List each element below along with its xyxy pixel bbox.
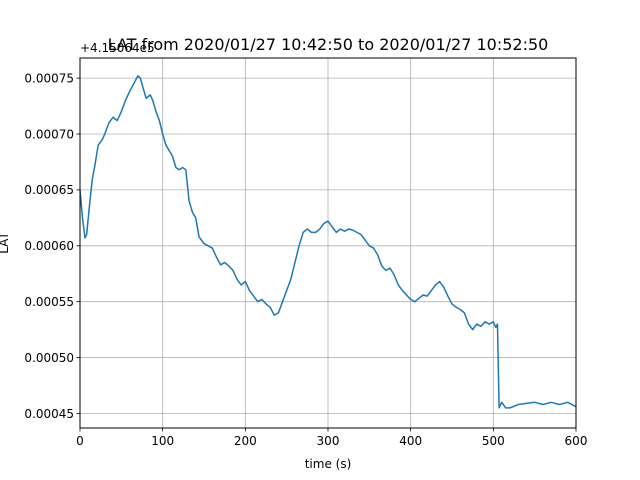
y-tick-label: 0.00075 <box>24 71 74 85</box>
y-tick-label: 0.00065 <box>24 183 74 197</box>
x-tick-label: 400 <box>399 434 422 448</box>
y-tick-label: 0.00060 <box>24 239 74 253</box>
y-axis-label: LAT <box>0 232 11 254</box>
y-tick-label: 0.00070 <box>24 127 74 141</box>
y-offset-text: +4.15064e5 <box>80 41 155 55</box>
x-tick-label: 0 <box>76 434 84 448</box>
x-tick-label: 500 <box>482 434 505 448</box>
x-tick-label: 100 <box>151 434 174 448</box>
x-tick-label: 600 <box>565 434 588 448</box>
y-tick-label: 0.00055 <box>24 295 74 309</box>
x-tick-label: 300 <box>317 434 340 448</box>
x-axis-ticks: 0 100 200 300 400 500 600 <box>76 428 587 448</box>
y-axis-ticks: 0.00045 0.00050 0.00055 0.00060 0.00065 0.000… <box>24 71 80 421</box>
chart-title: LAT from 2020/01/27 10:42:50 to 2020/01/… <box>108 35 549 54</box>
x-tick-label: 200 <box>234 434 257 448</box>
y-tick-label: 0.00050 <box>24 351 74 365</box>
series-line-0 <box>80 75 576 409</box>
series-layer <box>80 75 576 409</box>
x-gridlines <box>79 58 577 428</box>
y-tick-label: 0.00045 <box>24 407 74 421</box>
y-gridlines <box>80 77 576 414</box>
x-axis-label: time (s) <box>305 457 352 471</box>
